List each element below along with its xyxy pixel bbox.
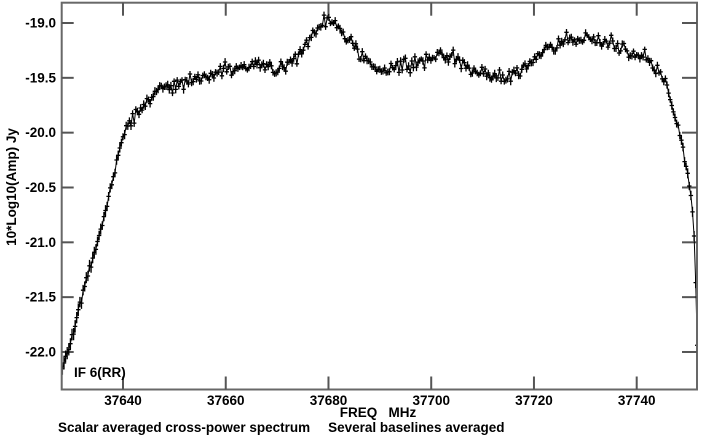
y-tick-label: -20.5 [25, 180, 56, 195]
y-tick-label: -21.0 [25, 235, 56, 250]
y-axis-title: 10*Log10(Amp) Jy [4, 128, 19, 246]
caption-left: Scalar averaged cross-power spectrum [58, 420, 310, 435]
y-tick-label: -22.0 [25, 344, 56, 359]
x-tick-label: 37640 [104, 393, 142, 408]
x-tick-label: 37680 [310, 393, 348, 408]
spectrum-points [62, 11, 696, 375]
axes [60, 1, 698, 391]
caption-right: Several baselines averaged [328, 420, 504, 435]
x-tick-label: 37660 [207, 393, 245, 408]
y-tick-label: -20.0 [25, 125, 56, 140]
x-tick-label: 37740 [618, 393, 656, 408]
x-tick-label: 37700 [412, 393, 450, 408]
y-tick-label: -19.0 [25, 16, 56, 31]
y-tick-label: -19.5 [25, 70, 56, 85]
tick-labels: 37640 37660 37680 37700 37720 37740 -19.0 -19.5… [25, 16, 655, 409]
caption: Scalar averaged cross-power spectrum Seve… [58, 420, 505, 435]
plot-frame [60, 1, 698, 391]
x-tick-label: 37720 [515, 393, 553, 408]
x-axis-title: FREQ MHz [340, 405, 417, 420]
if-annotation: IF 6(RR) [74, 365, 126, 380]
data-series [62, 11, 696, 375]
y-tick-label: -21.5 [25, 290, 56, 305]
